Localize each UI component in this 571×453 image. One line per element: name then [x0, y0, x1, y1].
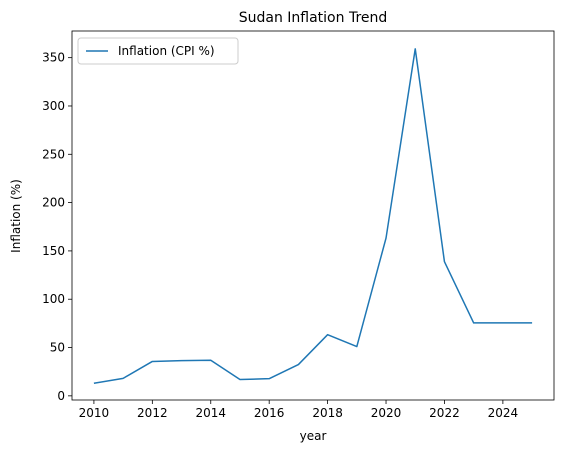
y-axis-label: Inflation (%) [9, 179, 23, 253]
x-tick-label-2016: 2016 [254, 406, 285, 420]
plot-frame [71, 30, 555, 401]
x-tick-label-2014: 2014 [195, 406, 226, 420]
y-tick-label-250: 250 [42, 147, 65, 161]
y-tick-label-50: 50 [50, 341, 65, 355]
series-line-0 [93, 48, 533, 385]
x-tick-label-2024: 2024 [488, 406, 519, 420]
legend-label-0: Inflation (CPI %) [118, 44, 215, 58]
y-tick-label-200: 200 [42, 196, 65, 210]
plot-area: 2010 2012 2014 2016 2018 2020 2022 2024 0 50 100 15… [42, 30, 555, 420]
x-tick-label-2020: 2020 [371, 406, 402, 420]
x-tick-label-2022: 2022 [429, 406, 460, 420]
x-tick-label-2010: 2010 [79, 406, 110, 420]
x-tick-label-2018: 2018 [312, 406, 343, 420]
x-axis-label: year [300, 429, 327, 443]
legend-box [77, 37, 239, 65]
y-tick-label-350: 350 [42, 51, 65, 65]
y-tick-label-300: 300 [42, 99, 65, 113]
y-tick-label-100: 100 [42, 292, 65, 306]
chart-title: Sudan Inflation Trend [239, 10, 388, 26]
y-tick-label-0: 0 [57, 389, 65, 403]
x-tick-label-2012: 2012 [137, 406, 168, 420]
y-tick-label-150: 150 [42, 244, 65, 258]
